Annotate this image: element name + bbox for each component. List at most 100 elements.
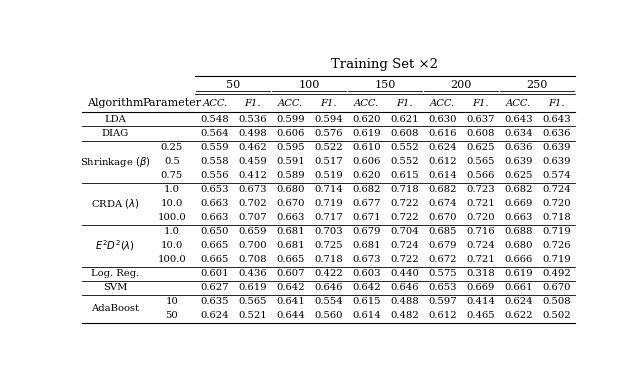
Text: ACC.: ACC. (278, 99, 303, 108)
Text: 0.665: 0.665 (201, 255, 229, 264)
Text: 0.670: 0.670 (428, 213, 457, 222)
Text: 0.556: 0.556 (201, 171, 229, 180)
Text: 200: 200 (450, 80, 472, 90)
Text: 0.718: 0.718 (314, 255, 343, 264)
Text: 0.642: 0.642 (353, 283, 381, 292)
Text: 0.636: 0.636 (504, 143, 532, 152)
Text: 0.673: 0.673 (353, 255, 381, 264)
Text: Shrinkage $(\beta)$: Shrinkage $(\beta)$ (80, 155, 151, 169)
Text: 0.25: 0.25 (161, 143, 183, 152)
Text: 0.620: 0.620 (353, 171, 381, 180)
Text: 0.536: 0.536 (239, 115, 267, 124)
Text: 0.703: 0.703 (314, 227, 343, 236)
Text: 150: 150 (374, 80, 396, 90)
Text: 0.663: 0.663 (201, 213, 229, 222)
Text: 0.717: 0.717 (314, 213, 343, 222)
Text: 0.681: 0.681 (353, 241, 381, 250)
Text: 0.552: 0.552 (390, 143, 419, 152)
Text: 0.724: 0.724 (542, 185, 571, 194)
Text: 0.560: 0.560 (314, 311, 343, 320)
Text: 0.436: 0.436 (239, 269, 268, 278)
Text: 0.682: 0.682 (428, 185, 457, 194)
Text: 0.517: 0.517 (314, 157, 343, 166)
Text: 0.498: 0.498 (239, 129, 268, 138)
Text: 0.724: 0.724 (466, 241, 495, 250)
Text: 0.459: 0.459 (239, 157, 268, 166)
Text: Training Set ×2: Training Set ×2 (332, 58, 438, 71)
Text: 0.599: 0.599 (276, 115, 305, 124)
Text: 0.688: 0.688 (504, 227, 532, 236)
Text: 0.669: 0.669 (504, 199, 532, 208)
Text: 0.672: 0.672 (428, 255, 457, 264)
Text: 0.639: 0.639 (504, 157, 532, 166)
Text: 0.607: 0.607 (276, 269, 305, 278)
Text: 0.612: 0.612 (428, 311, 457, 320)
Text: 0.682: 0.682 (504, 185, 532, 194)
Text: 0.724: 0.724 (390, 241, 419, 250)
Text: 0.575: 0.575 (428, 269, 457, 278)
Text: 0.608: 0.608 (467, 129, 495, 138)
Text: 0.636: 0.636 (542, 129, 570, 138)
Text: 0.606: 0.606 (353, 157, 381, 166)
Text: 0.639: 0.639 (542, 143, 571, 152)
Text: 0.612: 0.612 (428, 157, 457, 166)
Text: 0.492: 0.492 (542, 269, 571, 278)
Text: 0.608: 0.608 (390, 129, 419, 138)
Text: 0.722: 0.722 (390, 199, 419, 208)
Text: 0.488: 0.488 (390, 297, 419, 306)
Text: 0.641: 0.641 (276, 297, 305, 306)
Text: 0.670: 0.670 (542, 283, 571, 292)
Text: 0.653: 0.653 (201, 185, 229, 194)
Text: 0.619: 0.619 (504, 269, 532, 278)
Text: 0.663: 0.663 (276, 213, 305, 222)
Text: 0.674: 0.674 (428, 199, 457, 208)
Text: F1.: F1. (244, 99, 261, 108)
Text: 250: 250 (526, 80, 547, 90)
Text: 0.559: 0.559 (201, 143, 229, 152)
Text: 50: 50 (226, 80, 240, 90)
Text: 0.722: 0.722 (390, 213, 419, 222)
Text: 0.639: 0.639 (542, 157, 571, 166)
Text: 0.508: 0.508 (542, 297, 571, 306)
Text: 0.624: 0.624 (201, 311, 229, 320)
Text: 0.642: 0.642 (276, 283, 305, 292)
Text: LDA: LDA (104, 115, 127, 124)
Text: 0.624: 0.624 (428, 143, 457, 152)
Text: $E^2D^2(\lambda)$: $E^2D^2(\lambda)$ (95, 238, 136, 253)
Text: 0.669: 0.669 (467, 283, 495, 292)
Text: 0.673: 0.673 (239, 185, 267, 194)
Text: 0.625: 0.625 (504, 171, 532, 180)
Text: 0.663: 0.663 (504, 213, 532, 222)
Text: CRDA $(\lambda)$: CRDA $(\lambda)$ (92, 197, 140, 210)
Text: 0.5: 0.5 (164, 157, 180, 166)
Text: 0.725: 0.725 (314, 241, 343, 250)
Text: F1.: F1. (321, 99, 337, 108)
Text: 0.680: 0.680 (276, 185, 305, 194)
Text: 100.0: 100.0 (157, 255, 186, 264)
Text: F1.: F1. (472, 99, 489, 108)
Text: 10: 10 (165, 297, 179, 306)
Text: 0.318: 0.318 (466, 269, 495, 278)
Text: 0.726: 0.726 (542, 241, 571, 250)
Text: 10.0: 10.0 (161, 241, 183, 250)
Text: 0.707: 0.707 (239, 213, 268, 222)
Text: 0.665: 0.665 (201, 241, 229, 250)
Text: 0.552: 0.552 (390, 157, 419, 166)
Text: 0.566: 0.566 (467, 171, 495, 180)
Text: Algorithm: Algorithm (87, 98, 144, 108)
Text: 0.574: 0.574 (542, 171, 571, 180)
Text: 0.519: 0.519 (314, 171, 343, 180)
Text: 0.704: 0.704 (390, 227, 419, 236)
Text: 100: 100 (298, 80, 319, 90)
Text: 0.635: 0.635 (201, 297, 229, 306)
Text: 0.720: 0.720 (542, 199, 571, 208)
Text: 0.721: 0.721 (466, 199, 495, 208)
Text: 0.719: 0.719 (314, 199, 343, 208)
Text: 0.414: 0.414 (466, 297, 495, 306)
Text: 0.620: 0.620 (353, 115, 381, 124)
Text: 0.502: 0.502 (542, 311, 571, 320)
Text: 0.722: 0.722 (390, 255, 419, 264)
Text: 0.714: 0.714 (314, 185, 343, 194)
Text: 0.594: 0.594 (314, 115, 343, 124)
Text: 0.643: 0.643 (504, 115, 532, 124)
